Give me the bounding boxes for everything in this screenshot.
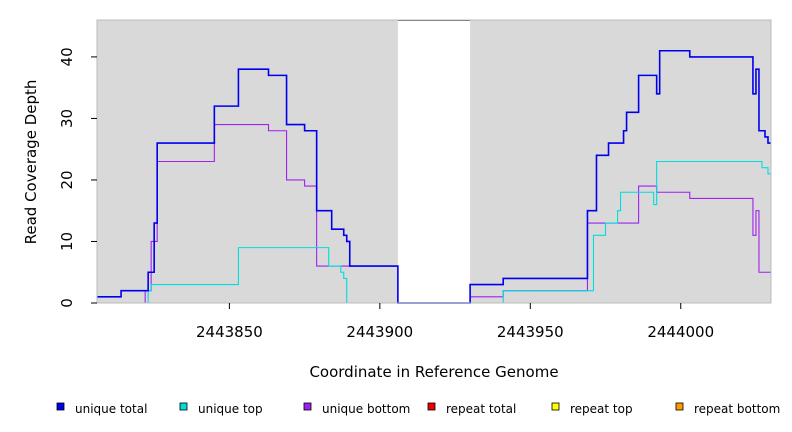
- legend-label: repeat bottom: [694, 402, 780, 416]
- legend-label: unique top: [198, 402, 263, 416]
- series-unique-top-line: [97, 160, 771, 304]
- y-tick-label: 30: [58, 109, 76, 128]
- legend-swatch: [427, 402, 436, 411]
- legend-swatch: [179, 402, 188, 411]
- legend-label: repeat top: [570, 402, 633, 416]
- legend-item-unique-bottom: unique bottom: [303, 402, 410, 416]
- legend-swatch: [675, 402, 684, 411]
- x-axis-title: Coordinate in Reference Genome: [309, 363, 558, 381]
- legend-item-repeat-bottom: repeat bottom: [675, 402, 780, 416]
- legend-item-unique-top: unique top: [179, 402, 263, 416]
- plot-frame: [96, 19, 772, 304]
- axes-layer: 0 10 20 30 40 2443850 2443900 2443950 2444000: [58, 19, 772, 341]
- legend-label: unique total: [75, 402, 147, 416]
- x-tick-label: 2443950: [497, 323, 564, 341]
- y-tick-label: 40: [58, 47, 76, 66]
- legend-item-repeat-total: repeat total: [427, 402, 516, 416]
- y-axis-title: Read Coverage Depth: [22, 80, 40, 245]
- legend-label: unique bottom: [322, 402, 410, 416]
- series-unique-total-line: [97, 49, 771, 304]
- y-tick-label: 10: [58, 232, 76, 251]
- x-tick-label: 2443850: [196, 323, 263, 341]
- gap-region: [397, 20, 471, 303]
- y-tick-label: 0: [58, 298, 76, 308]
- legend-label: repeat total: [446, 402, 516, 416]
- x-tick-label: 2444000: [647, 323, 714, 341]
- y-tick-label: 20: [58, 170, 76, 189]
- legend: unique total unique top unique bottom repea…: [56, 402, 780, 416]
- legend-swatch: [551, 402, 560, 411]
- legend-item-unique-total: unique total: [56, 402, 147, 416]
- legend-swatch: [56, 402, 65, 411]
- x-tick-label: 2443900: [346, 323, 413, 341]
- legend-swatch: [303, 402, 312, 411]
- legend-item-repeat-top: repeat top: [551, 402, 633, 416]
